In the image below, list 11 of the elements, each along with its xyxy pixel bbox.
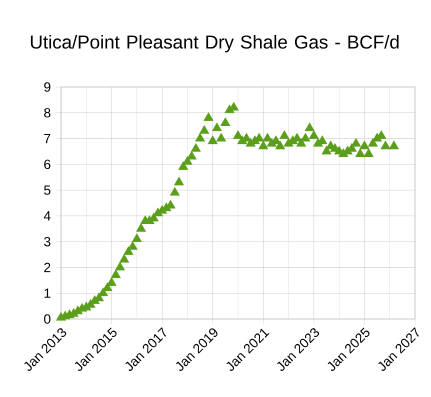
y-tick-label: 4: [44, 211, 51, 220]
y-tick-label: 7: [44, 134, 50, 144]
y-tick-label: 9: [44, 82, 50, 92]
y-tick-label: 0: [44, 314, 50, 324]
y-tick-label: 2: [44, 262, 50, 272]
y-tick-label: 3: [44, 236, 50, 246]
y-tick-label: 8: [44, 108, 50, 118]
y-tick-label: 5: [44, 185, 50, 195]
y-tick-label: 1: [44, 288, 50, 298]
chart-title: Utica/Point Pleasant Dry Shale Gas - BCF/d: [30, 34, 399, 52]
y-tick-label: 6: [44, 160, 50, 170]
